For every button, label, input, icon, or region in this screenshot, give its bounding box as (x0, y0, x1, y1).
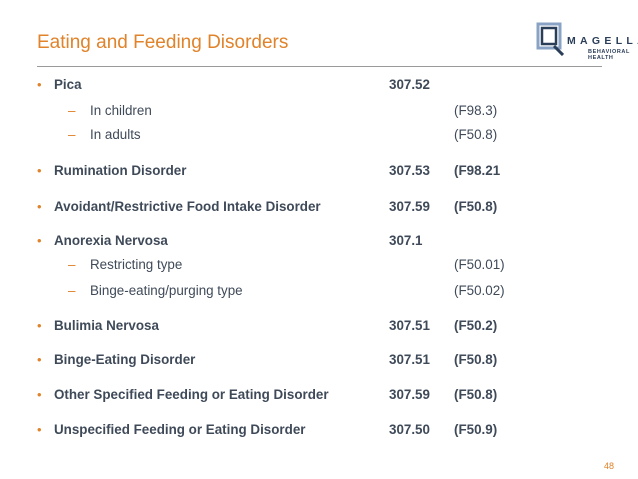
dash-icon: – (68, 283, 76, 298)
bullet-icon: • (37, 233, 42, 248)
disorder-name: Rumination Disorder (54, 163, 187, 178)
icd9-code: 307.53 (389, 163, 430, 178)
list-item: • Rumination Disorder 307.53 (F98.21 (0, 163, 638, 183)
dash-icon: – (68, 257, 76, 272)
bullet-icon: • (37, 77, 42, 92)
disorder-name: Other Specified Feeding or Eating Disord… (54, 387, 329, 402)
bullet-icon: • (37, 318, 42, 333)
icd10-code: (F50.02) (454, 283, 505, 298)
icd10-code: (F50.8) (454, 127, 498, 142)
bullet-icon: • (37, 387, 42, 402)
list-subitem: – Restricting type (F50.01) (0, 257, 638, 277)
page-number: 48 (604, 461, 615, 471)
icd9-code: 307.59 (389, 199, 430, 214)
list-item: • Pica 307.52 (0, 77, 638, 97)
disorder-name: In adults (90, 127, 141, 142)
icd9-code: 307.59 (389, 387, 430, 402)
disorder-name: Binge-Eating Disorder (54, 352, 196, 367)
disorder-name: Restricting type (90, 257, 183, 272)
icd10-code: (F50.8) (454, 352, 498, 367)
dash-icon: – (68, 127, 76, 142)
disorder-name: Anorexia Nervosa (54, 233, 168, 248)
icd9-code: 307.50 (389, 422, 430, 437)
icd10-code: (F98.3) (454, 103, 498, 118)
bullet-icon: • (37, 163, 42, 178)
logo-subtitle: BEHAVIORAL HEALTH (588, 49, 630, 61)
icd9-code: 307.51 (389, 352, 430, 367)
icd10-code: (F98.21 (454, 163, 501, 178)
disorder-name: Avoidant/Restrictive Food Intake Disorde… (54, 199, 321, 214)
disorder-name: Binge-eating/purging type (90, 283, 243, 298)
icd9-code: 307.51 (389, 318, 430, 333)
list-item: • Anorexia Nervosa 307.1 (0, 233, 638, 253)
logo-mark-icon (536, 22, 564, 56)
disorder-name: In children (90, 103, 152, 118)
icd9-code: 307.52 (389, 77, 430, 92)
dash-icon: – (68, 103, 76, 118)
list-subitem: – Binge-eating/purging type (F50.02) (0, 283, 638, 303)
icd10-code: (F50.9) (454, 422, 498, 437)
disorder-name: Bulimia Nervosa (54, 318, 159, 333)
magellan-logo: MAGELLAN BEHAVIORAL HEALTH (536, 22, 638, 62)
list-item: • Other Specified Feeding or Eating Disor… (0, 387, 638, 407)
logo-wordmark: MAGELLAN (567, 35, 638, 47)
bullet-icon: • (37, 199, 42, 214)
icd10-code: (F50.8) (454, 199, 498, 214)
bullet-icon: • (37, 352, 42, 367)
list-item: • Avoidant/Restrictive Food Intake Disord… (0, 199, 638, 219)
icd9-code: 307.1 (389, 233, 423, 248)
list-item: • Binge-Eating Disorder 307.51 (F50.8) (0, 352, 638, 372)
bullet-icon: • (37, 422, 42, 437)
icd10-code: (F50.01) (454, 257, 505, 272)
icd10-code: (F50.2) (454, 318, 498, 333)
icd10-code: (F50.8) (454, 387, 498, 402)
list-subitem: – In adults (F50.8) (0, 127, 638, 147)
title-divider (37, 66, 602, 67)
list-item: • Unspecified Feeding or Eating Disorder 3… (0, 422, 638, 442)
disorder-name: Unspecified Feeding or Eating Disorder (54, 422, 306, 437)
disorder-name: Pica (54, 77, 82, 92)
list-subitem: – In children (F98.3) (0, 103, 638, 123)
slide-title: Eating and Feeding Disorders (37, 32, 289, 53)
list-item: • Bulimia Nervosa 307.51 (F50.2) (0, 318, 638, 338)
